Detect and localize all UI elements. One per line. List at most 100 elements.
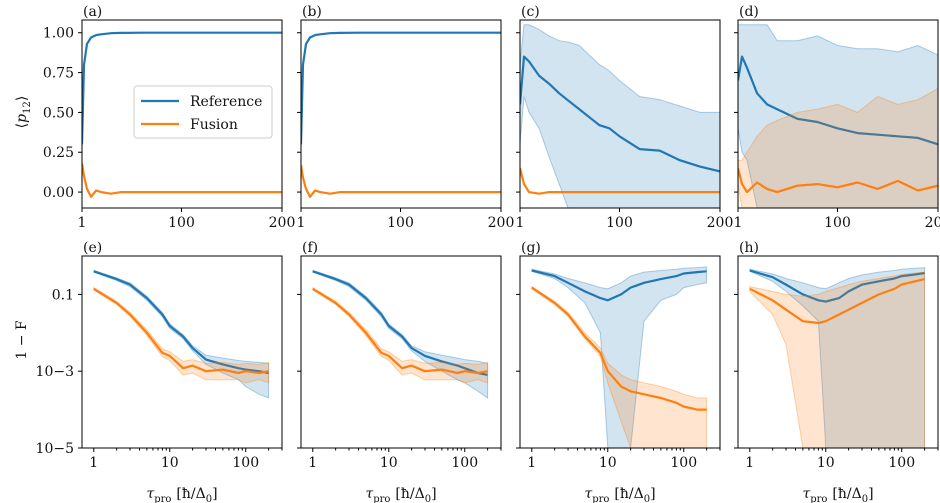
- plot-area: [82, 31, 282, 198]
- x-tick-label: 1: [516, 215, 525, 231]
- plot-area: [520, 24, 720, 208]
- axes-frame: [737, 19, 939, 209]
- top-row-ylabel: ⟨p12⟩: [14, 96, 33, 129]
- fusion-line: [301, 164, 501, 198]
- panel-label: (e): [83, 240, 102, 256]
- reference-line: [520, 55, 720, 173]
- fusion-line: [531, 286, 707, 411]
- plot-area: [738, 24, 938, 208]
- x-tick-label: 100: [387, 215, 414, 231]
- x-tick-label: 1: [308, 455, 317, 471]
- reference-line: [93, 270, 269, 375]
- x-tick-label: 1: [78, 215, 87, 231]
- reference-line: [312, 270, 488, 376]
- xlabel-unit-sub: 0: [644, 494, 650, 503]
- legend: Reference Fusion: [133, 85, 273, 139]
- xlabel-unit-end: ]: [650, 486, 655, 502]
- fusion-line: [738, 167, 938, 194]
- fusion-line: [312, 287, 488, 375]
- panel-d: (d) 1 100 200: [734, 4, 940, 231]
- y-tick-label: 0.1: [52, 287, 74, 303]
- fusion-band: [93, 286, 270, 384]
- panel-f: (f) 1 10 100: [297, 240, 502, 471]
- x-tick-label: 1: [527, 455, 536, 471]
- y-tick-label: 0.00: [43, 185, 74, 201]
- x-axis-label: τpro [ħ/Δ0]: [802, 486, 873, 503]
- fusion-line: [82, 163, 282, 198]
- panel-label: (f): [302, 240, 318, 256]
- panel-g: (g) 1 10 100: [516, 240, 721, 471]
- x-tick-label: 100: [824, 215, 851, 231]
- y-tick-label: 10−5: [36, 441, 74, 457]
- x-tick-label: 200: [925, 215, 940, 231]
- panel-label: (h): [739, 240, 759, 256]
- axes-frame: [300, 255, 502, 449]
- panel-a: (a) 1 100 200 0.00 0.25 0.50 0.75 1.00 Reference F…: [43, 4, 296, 231]
- plot-area: [312, 269, 489, 399]
- xlabel-unit-end: ]: [431, 486, 436, 502]
- axes-frame: [519, 19, 721, 209]
- x-axis-labels: τpro [ħ/Δ0] τpro [ħ/Δ0] τpro [ħ/Δ0] τpro [ħ/Δ0]: [146, 486, 873, 503]
- reference-line: [531, 269, 707, 302]
- y-tick-label: 0.50: [43, 105, 74, 121]
- xlabel-symbol: τ: [584, 486, 592, 502]
- x-tick-label: 1: [734, 215, 743, 231]
- axes-frame: [519, 255, 721, 449]
- y-tick-label: 10−3: [36, 364, 74, 380]
- x-tick-label: 10: [817, 455, 835, 471]
- x-tick-label: 100: [670, 455, 697, 471]
- x-tick-label: 100: [168, 215, 195, 231]
- x-tick-label: 10: [161, 455, 179, 471]
- axes-frame: [300, 19, 502, 209]
- x-axis-label: τpro [ħ/Δ0]: [365, 486, 436, 503]
- x-tick-label: 1: [89, 455, 98, 471]
- fusion-line: [520, 167, 720, 195]
- xlabel-sub: pro: [592, 494, 609, 503]
- x-tick-label: 10: [380, 455, 398, 471]
- fusion-band: [749, 271, 926, 448]
- legend-fusion-label: Fusion: [190, 117, 238, 133]
- x-tick-label: 200: [488, 215, 515, 231]
- bottom-row-ylabel: 1 − F: [14, 320, 30, 360]
- fusion-line: [93, 287, 269, 375]
- x-tick-label: 100: [451, 455, 478, 471]
- panels-group: (a) 1 100 200 0.00 0.25 0.50 0.75 1.00 Reference F…: [36, 4, 940, 471]
- x-tick-label: 200: [269, 215, 296, 231]
- plot-area: [749, 267, 926, 448]
- fusion-line: [749, 278, 925, 325]
- xlabel-sub: pro: [810, 494, 827, 503]
- xlabel-unit-end: ]: [212, 486, 217, 502]
- fusion-band: [531, 285, 708, 448]
- plot-area: [301, 31, 501, 198]
- x-axis-label: τpro [ħ/Δ0]: [584, 486, 655, 503]
- xlabel-sub: pro: [373, 494, 390, 503]
- xlabel-sub: pro: [154, 494, 171, 503]
- xlabel-unit: [ħ/Δ: [832, 486, 861, 502]
- axes-frame: [737, 255, 939, 449]
- y-tick-label: 1.00: [43, 26, 74, 42]
- x-tick-label: 100: [888, 455, 915, 471]
- reference-band: [738, 24, 938, 208]
- axes-frame: [81, 255, 283, 449]
- x-axis-label: τpro [ħ/Δ0]: [146, 486, 217, 503]
- xlabel-symbol: τ: [146, 486, 154, 502]
- panel-label: (c): [521, 4, 540, 20]
- x-tick-label: 1: [297, 215, 306, 231]
- reference-line: [749, 269, 925, 303]
- xlabel-unit: [ħ/Δ: [614, 486, 643, 502]
- xlabel-symbol: τ: [365, 486, 373, 502]
- panel-e: (e) 1 10 100 10−5 10−3 0.1: [36, 240, 283, 471]
- xlabel-symbol: τ: [802, 486, 810, 502]
- fusion-band: [312, 286, 489, 384]
- xlabel-unit: [ħ/Δ: [176, 486, 205, 502]
- xlabel-unit-sub: 0: [862, 494, 868, 503]
- y-tick-label: 0.25: [43, 145, 74, 161]
- reference-band: [520, 24, 720, 208]
- reference-line: [738, 55, 938, 146]
- xlabel-unit-end: ]: [868, 486, 873, 502]
- panel-label: (d): [739, 4, 759, 20]
- panel-label: (a): [83, 4, 102, 20]
- reference-line: [82, 31, 282, 145]
- xlabel-unit: [ħ/Δ: [395, 486, 424, 502]
